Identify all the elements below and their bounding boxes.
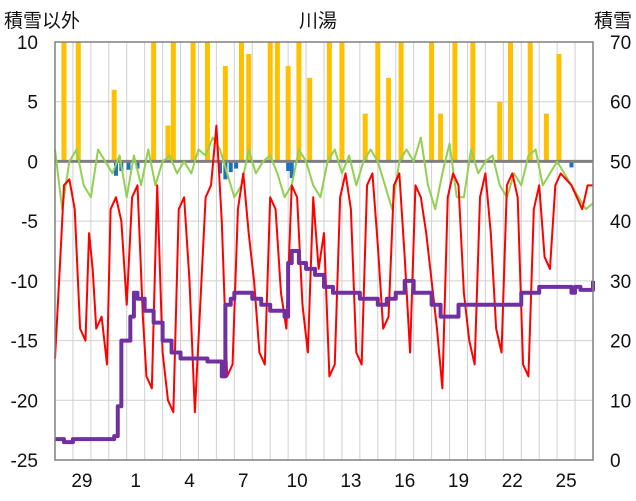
right-tick-label: 60 bbox=[610, 93, 631, 114]
bar-up bbox=[170, 42, 176, 162]
x-tick-label: 16 bbox=[394, 471, 415, 492]
bar-up bbox=[508, 42, 514, 162]
bar-up bbox=[111, 89, 117, 162]
bar-down bbox=[217, 161, 222, 174]
x-tick-label: 19 bbox=[448, 471, 469, 492]
bar-up bbox=[204, 42, 210, 162]
bar-up bbox=[222, 65, 228, 162]
x-tick-label: 22 bbox=[502, 471, 523, 492]
bar-down bbox=[569, 161, 574, 168]
bar-up bbox=[556, 53, 562, 162]
bar-up bbox=[398, 42, 404, 162]
bar-down bbox=[228, 161, 233, 173]
bar-up bbox=[296, 42, 302, 162]
bar-up bbox=[375, 42, 381, 162]
bar-down bbox=[126, 161, 131, 170]
left-tick-label: -5 bbox=[21, 212, 38, 233]
bar-down bbox=[234, 161, 239, 169]
right-tick-label: 10 bbox=[610, 391, 631, 412]
right-tick-label: 20 bbox=[610, 332, 631, 353]
green-line bbox=[54, 136, 594, 211]
right-axis-title: 積雪 bbox=[593, 11, 632, 32]
left-tick-label: 5 bbox=[27, 93, 38, 114]
x-tick-label: 7 bbox=[238, 471, 249, 492]
bar-up bbox=[165, 125, 171, 162]
right-tick-label: 40 bbox=[610, 212, 631, 233]
bar-up bbox=[339, 42, 345, 162]
bar-up bbox=[307, 77, 313, 162]
bar-up bbox=[438, 113, 444, 162]
right-tick-label: 0 bbox=[610, 451, 621, 472]
x-tick-label: 10 bbox=[287, 471, 308, 492]
left-tick-label: -15 bbox=[11, 332, 38, 353]
right-tick-label: 50 bbox=[610, 152, 631, 173]
bar-down bbox=[286, 161, 291, 171]
bar-up bbox=[527, 42, 533, 162]
bar-up bbox=[429, 42, 435, 162]
bar-up bbox=[61, 42, 67, 162]
bar-up bbox=[470, 42, 476, 162]
bar-up bbox=[190, 42, 196, 162]
bar-up bbox=[151, 42, 157, 162]
right-tick-label: 70 bbox=[610, 33, 631, 54]
bar-up bbox=[285, 65, 291, 162]
bar-up bbox=[267, 42, 273, 162]
chart-title: 川湯 bbox=[298, 11, 337, 32]
x-tick-label: 29 bbox=[71, 471, 92, 492]
bar-up bbox=[386, 77, 392, 162]
plot-frame bbox=[54, 41, 594, 461]
red-line bbox=[54, 124, 593, 414]
left-tick-label: -10 bbox=[11, 272, 38, 293]
bar-up bbox=[497, 101, 503, 162]
left-tick-label: -25 bbox=[11, 451, 38, 472]
left-tick-label: 0 bbox=[27, 152, 38, 173]
bar-down bbox=[113, 161, 118, 176]
bar-up bbox=[543, 113, 549, 162]
x-tick-label: 1 bbox=[130, 471, 141, 492]
right-tick-label: 30 bbox=[610, 272, 631, 293]
bar-down bbox=[135, 161, 140, 169]
x-tick-label: 4 bbox=[184, 471, 195, 492]
left-axis-title: 積雪以外 bbox=[4, 11, 81, 32]
x-tick-label: 25 bbox=[556, 471, 577, 492]
bar-up bbox=[326, 42, 332, 162]
bar-down bbox=[289, 161, 294, 179]
bar-up bbox=[246, 53, 252, 162]
bar-up bbox=[362, 113, 368, 162]
bar-up bbox=[452, 42, 458, 162]
purple-snow-line bbox=[55, 249, 595, 445]
bar-up bbox=[239, 42, 245, 162]
x-tick-label: 13 bbox=[340, 471, 361, 492]
bar-up bbox=[75, 42, 81, 162]
left-tick-label: 10 bbox=[17, 33, 38, 54]
bar-up bbox=[274, 42, 280, 162]
left-tick-label: -20 bbox=[11, 391, 38, 412]
